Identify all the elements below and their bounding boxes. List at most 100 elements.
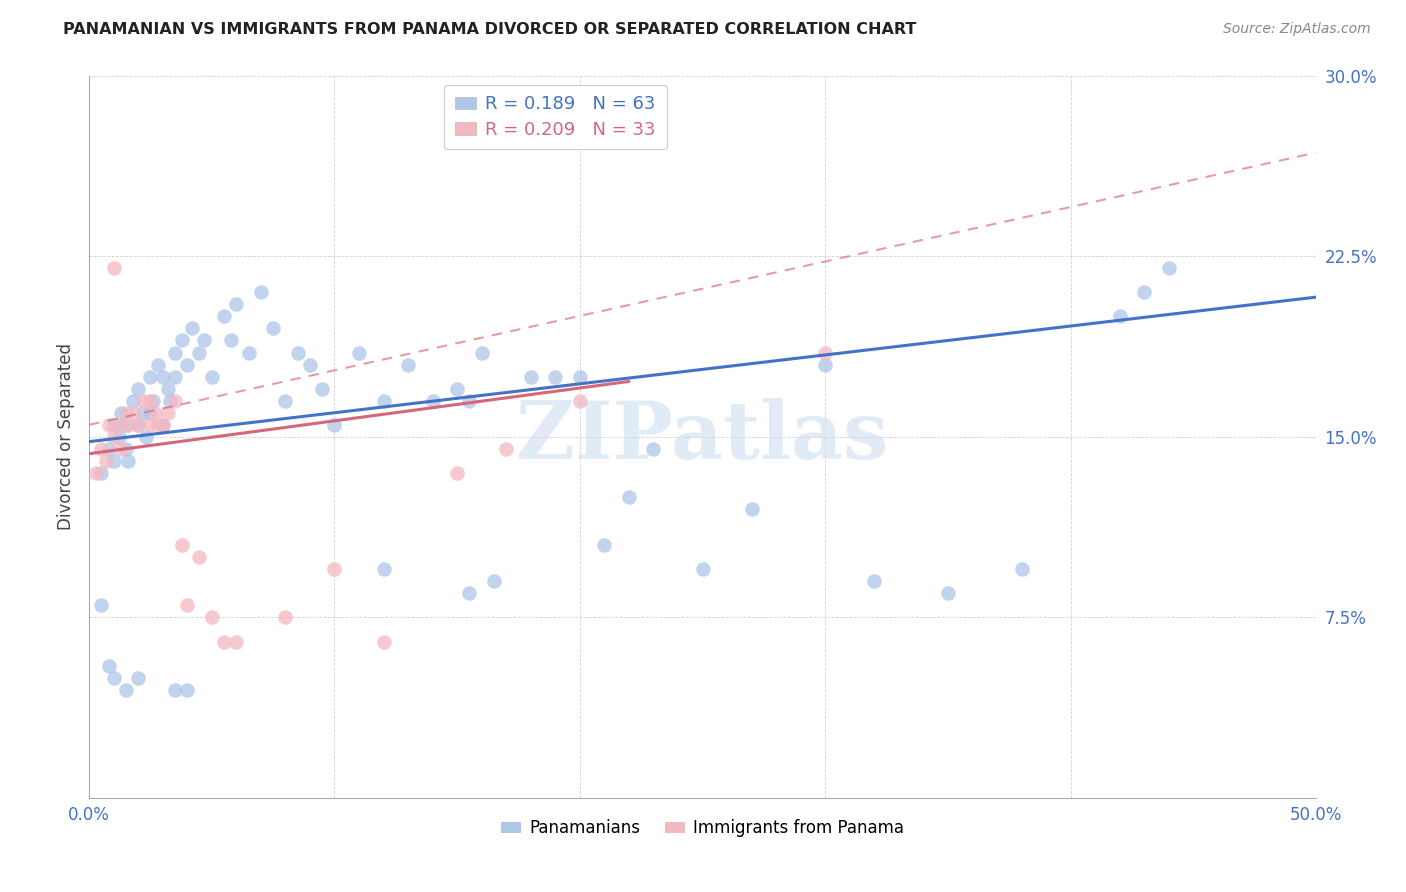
Point — [163, 369, 186, 384]
Text: PANAMANIAN VS IMMIGRANTS FROM PANAMA DIVORCED OR SEPARATED CORRELATION CHART: PANAMANIAN VS IMMIGRANTS FROM PANAMA DIV… — [63, 22, 917, 37]
Y-axis label: Divorced or Separated: Divorced or Separated — [58, 343, 75, 531]
Point — [311, 382, 333, 396]
Point — [134, 430, 156, 444]
Point — [458, 393, 481, 408]
Point — [127, 671, 149, 685]
Point — [172, 334, 194, 348]
Point — [139, 393, 162, 408]
Point — [103, 430, 125, 444]
Point — [593, 538, 616, 552]
Point — [115, 442, 138, 456]
Point — [238, 345, 260, 359]
Point — [127, 417, 149, 432]
Point — [117, 417, 139, 432]
Point — [103, 417, 125, 432]
Point — [107, 417, 129, 432]
Point — [122, 406, 145, 420]
Point — [262, 321, 284, 335]
Point — [323, 417, 346, 432]
Point — [115, 406, 138, 420]
Point — [97, 658, 120, 673]
Point — [103, 454, 125, 468]
Point — [107, 430, 129, 444]
Point — [176, 358, 198, 372]
Point — [201, 369, 224, 384]
Point — [139, 406, 162, 420]
Text: Source: ZipAtlas.com: Source: ZipAtlas.com — [1223, 22, 1371, 37]
Point — [274, 610, 297, 624]
Point — [159, 393, 181, 408]
Point — [568, 369, 591, 384]
Point — [156, 382, 179, 396]
Point — [172, 538, 194, 552]
Point — [132, 406, 155, 420]
Point — [458, 586, 481, 600]
Point — [146, 417, 169, 432]
Point — [396, 358, 419, 372]
Point — [97, 417, 120, 432]
Point — [446, 466, 468, 480]
Point — [181, 321, 204, 335]
Point — [814, 345, 837, 359]
Point — [90, 442, 112, 456]
Point — [221, 334, 243, 348]
Point — [188, 345, 211, 359]
Point — [741, 502, 763, 516]
Point — [152, 369, 174, 384]
Point — [163, 345, 186, 359]
Point — [212, 634, 235, 648]
Point — [692, 562, 714, 576]
Point — [471, 345, 494, 359]
Point — [86, 466, 108, 480]
Point — [617, 490, 640, 504]
Point — [117, 454, 139, 468]
Point — [287, 345, 309, 359]
Point — [152, 417, 174, 432]
Point — [132, 393, 155, 408]
Point — [568, 393, 591, 408]
Point — [163, 393, 186, 408]
Point — [482, 574, 505, 589]
Point — [96, 454, 118, 468]
Point — [127, 382, 149, 396]
Point — [90, 599, 112, 613]
Point — [122, 393, 145, 408]
Point — [814, 358, 837, 372]
Point — [446, 382, 468, 396]
Point — [863, 574, 886, 589]
Point — [143, 406, 166, 420]
Point — [212, 310, 235, 324]
Point — [373, 562, 395, 576]
Point — [176, 682, 198, 697]
Point — [298, 358, 321, 372]
Point — [110, 406, 132, 420]
Point — [323, 562, 346, 576]
Point — [250, 285, 273, 300]
Point — [201, 610, 224, 624]
Point — [90, 466, 112, 480]
Legend: Panamanians, Immigrants from Panama: Panamanians, Immigrants from Panama — [494, 813, 911, 844]
Point — [139, 369, 162, 384]
Point — [115, 682, 138, 697]
Point — [347, 345, 370, 359]
Point — [643, 442, 665, 456]
Point — [274, 393, 297, 408]
Point — [176, 599, 198, 613]
Point — [373, 393, 395, 408]
Point — [163, 682, 186, 697]
Point — [97, 442, 120, 456]
Point — [103, 671, 125, 685]
Text: ZIPatlas: ZIPatlas — [516, 398, 889, 475]
Point — [142, 393, 165, 408]
Point — [139, 417, 162, 432]
Point — [225, 634, 247, 648]
Point — [1011, 562, 1033, 576]
Point — [495, 442, 517, 456]
Point — [936, 586, 959, 600]
Point — [188, 550, 211, 565]
Point — [156, 406, 179, 420]
Point — [152, 417, 174, 432]
Point — [1157, 261, 1180, 276]
Point — [127, 417, 149, 432]
Point — [110, 442, 132, 456]
